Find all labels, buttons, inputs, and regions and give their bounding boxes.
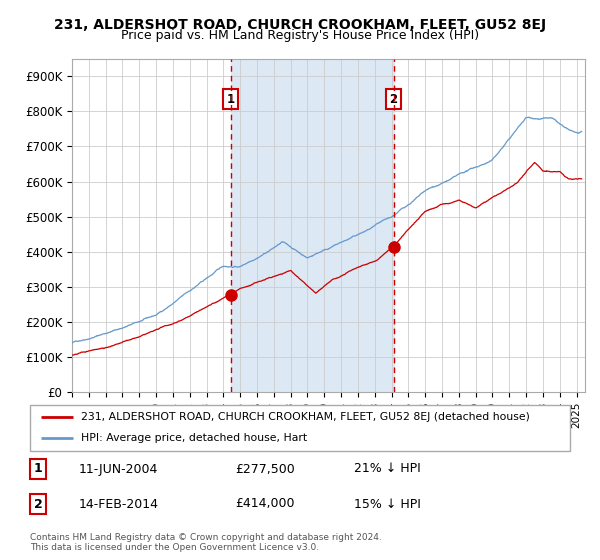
Text: Price paid vs. HM Land Registry's House Price Index (HPI): Price paid vs. HM Land Registry's House … <box>121 29 479 42</box>
Text: Contains HM Land Registry data © Crown copyright and database right 2024.: Contains HM Land Registry data © Crown c… <box>30 533 382 542</box>
Text: 231, ALDERSHOT ROAD, CHURCH CROOKHAM, FLEET, GU52 8EJ (detached house): 231, ALDERSHOT ROAD, CHURCH CROOKHAM, FL… <box>82 412 530 422</box>
Text: 2: 2 <box>389 92 398 106</box>
FancyBboxPatch shape <box>30 405 570 451</box>
Text: 15% ↓ HPI: 15% ↓ HPI <box>354 497 421 511</box>
Text: 1: 1 <box>34 463 43 475</box>
Text: 231, ALDERSHOT ROAD, CHURCH CROOKHAM, FLEET, GU52 8EJ: 231, ALDERSHOT ROAD, CHURCH CROOKHAM, FL… <box>54 18 546 32</box>
Text: 1: 1 <box>227 92 235 106</box>
Text: 11-JUN-2004: 11-JUN-2004 <box>79 463 158 475</box>
Text: 14-FEB-2014: 14-FEB-2014 <box>79 497 158 511</box>
Bar <box>231 59 394 392</box>
Text: £414,000: £414,000 <box>235 497 295 511</box>
Text: £277,500: £277,500 <box>235 463 295 475</box>
Text: 2: 2 <box>34 497 43 511</box>
Text: 21% ↓ HPI: 21% ↓ HPI <box>354 463 421 475</box>
Text: This data is licensed under the Open Government Licence v3.0.: This data is licensed under the Open Gov… <box>30 543 319 552</box>
Text: HPI: Average price, detached house, Hart: HPI: Average price, detached house, Hart <box>82 433 307 444</box>
